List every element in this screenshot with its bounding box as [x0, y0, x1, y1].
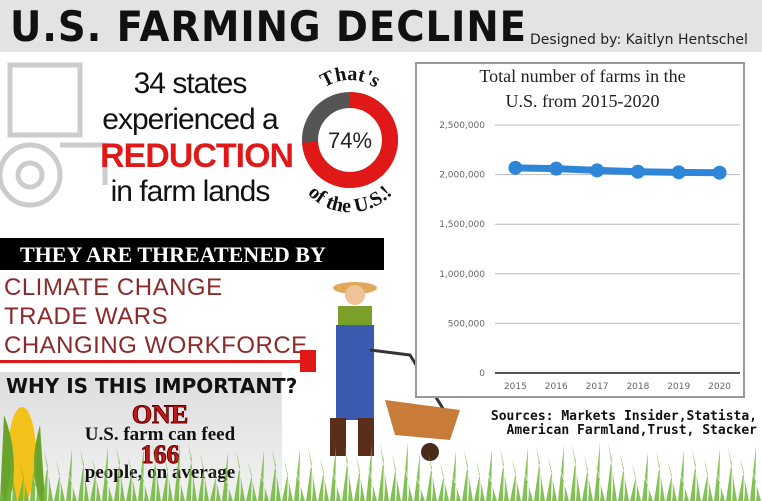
sources-line: Sources: Markets Insider,Statista, — [490, 409, 757, 424]
data-point — [630, 164, 645, 179]
x-tick-label: 2018 — [626, 382, 649, 392]
stat-line-2: experienced a — [102, 103, 278, 136]
stat-line-1: 34 states — [133, 67, 248, 100]
y-tick-label: 0 — [479, 369, 485, 379]
y-tick-label: 2,000,000 — [439, 171, 485, 181]
y-tick-label: 1,000,000 — [439, 270, 485, 280]
page-title: U.S. FARMING DECLINE — [10, 2, 527, 51]
x-tick-label: 2017 — [586, 382, 609, 392]
importance-text: ONE U.S. farm can feed 166 people, on av… — [40, 400, 280, 484]
grass-blades — [0, 442, 761, 501]
importance-line: people, on average — [84, 462, 236, 483]
y-tick-label: 500,000 — [448, 319, 485, 329]
stat-line-4: in farm lands — [110, 175, 271, 208]
y-tick-label: 2,500,000 — [439, 121, 485, 131]
states-stat: 34 states experienced a REDUCTION in far… — [100, 66, 294, 210]
sources-line: American Farmland,Trust, Stacker — [506, 423, 757, 438]
data-point — [590, 163, 605, 178]
x-tick-label: 2020 — [708, 382, 731, 392]
threats-heading: THEY ARE THREATENED BY — [0, 238, 384, 270]
header-band — [0, 0, 762, 52]
donut-percent: 74% — [328, 128, 372, 153]
designer-credit: Designed by: Kaitlyn Hentschel — [530, 32, 748, 48]
percent-donut: 74% That's of the U.S.! — [285, 63, 415, 217]
tractor-icon — [0, 62, 108, 208]
chart-title: Total number of farms in the U.S. from 2… — [440, 64, 725, 114]
farms-line-chart: 0 500,000 1,000,000 1,500,000 2,000,000 2,500… — [439, 121, 740, 392]
stat-highlight: REDUCTION — [100, 137, 294, 175]
importance-line: U.S. farm can feed — [84, 424, 236, 445]
donut-fill — [302, 92, 398, 188]
y-tick-label: 1,500,000 — [439, 220, 485, 230]
divider-marker — [300, 350, 316, 372]
x-tick-label: 2019 — [667, 382, 690, 392]
chart-title-line: Total number of farms in the — [479, 66, 686, 86]
data-point — [549, 161, 564, 176]
donut-top-text: That's — [317, 65, 385, 92]
grass-decoration — [0, 442, 761, 501]
divider-line — [0, 360, 310, 363]
threat-item: CHANGING WORKFORCE — [4, 332, 308, 359]
data-point — [508, 160, 523, 175]
threat-item: TRADE WARS — [4, 303, 169, 330]
sources: Sources: Markets Insider,Statista, Ameri… — [482, 410, 757, 438]
importance-one: ONE — [131, 400, 189, 430]
importance-number: 166 — [140, 440, 180, 470]
x-tick-label: 2015 — [504, 382, 527, 392]
threat-item: CLIMATE CHANGE — [4, 274, 223, 301]
farmer-illustration — [330, 282, 460, 461]
x-tick-label: 2016 — [545, 382, 568, 392]
chart-frame — [415, 62, 745, 398]
data-point — [712, 165, 727, 180]
chart-title-line: U.S. from 2015-2020 — [505, 91, 660, 111]
series-line — [515, 164, 720, 177]
importance-heading: WHY IS THIS IMPORTANT? — [6, 374, 298, 398]
data-point — [671, 165, 686, 180]
